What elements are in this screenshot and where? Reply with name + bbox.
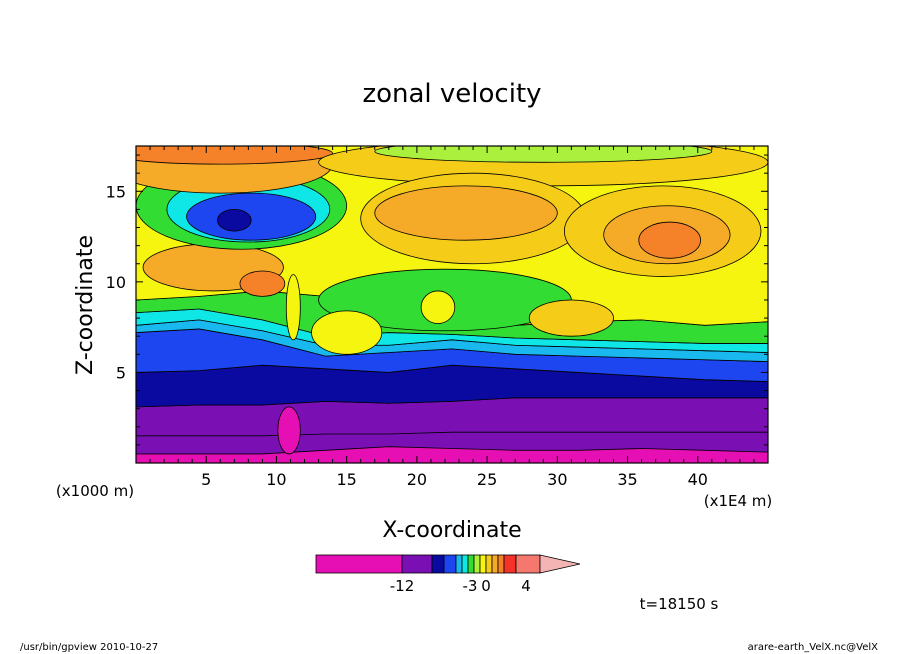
x-tick-label: 5: [201, 470, 211, 489]
colorbar-tick-label: -12: [390, 577, 415, 595]
contour-blob-7: [136, 146, 333, 165]
x-tick-label: 25: [477, 470, 497, 489]
colorbar: [315, 554, 581, 574]
plot-frame: [135, 145, 769, 464]
contour-floor: [136, 446, 768, 463]
contour-blob-4: [186, 192, 317, 241]
x-tick-label: 40: [688, 470, 708, 489]
contour-blob-16: [420, 290, 456, 324]
colorbar-arrow: [539, 554, 581, 574]
colorbar-swatch: [497, 554, 505, 574]
contour-blob-17: [311, 310, 383, 355]
y-tick-label: 15: [106, 182, 126, 201]
colorbar-swatch: [455, 554, 463, 574]
contour-blob-20: [285, 274, 301, 341]
contour-blob-1: [239, 270, 286, 297]
colorbar-swatch: [491, 554, 499, 574]
colorbar-swatch: [315, 554, 403, 574]
x-tick-label: 30: [547, 470, 567, 489]
chart-title: zonal velocity: [362, 79, 541, 109]
x-unit-label: (x1E4 m): [704, 492, 773, 510]
y-axis: 5 10 15: [106, 154, 768, 446]
colorbar-swatch: [473, 554, 481, 574]
y-tick-label: 10: [106, 273, 126, 292]
time-label: t=18150 s: [640, 595, 719, 613]
colorbar-swatch: [443, 554, 457, 574]
contour-blob-14: [638, 221, 701, 259]
contour-field: [136, 146, 768, 463]
contour-blob-9: [374, 146, 713, 163]
colorbar-swatch: [461, 554, 469, 574]
contour-blob-11: [374, 185, 558, 241]
colorbar-swatch: [515, 554, 541, 574]
y-axis-label: Z-coordinate: [73, 235, 98, 375]
x-tick-label: 20: [407, 470, 427, 489]
contour-blob-5: [217, 208, 252, 232]
x-tick-label: 35: [617, 470, 637, 489]
colorbar-swatch: [401, 554, 433, 574]
x-axis: 5 10 15 20 25 30 35 40: [149, 146, 755, 489]
colorbar-tick-label: 4: [521, 577, 531, 595]
colorbar-swatch: [503, 554, 517, 574]
colorbar-tick-label: -3: [463, 577, 478, 595]
colorbar-tick-label: 0: [481, 577, 491, 595]
footer-right: arare-earth_VelX.nc@VelX: [748, 642, 879, 653]
contour-blob-18: [528, 299, 614, 337]
x-tick-label: 10: [266, 470, 286, 489]
y-unit-label: (x1000 m): [56, 482, 134, 500]
colorbar-labels: -12 -3 0 4: [390, 577, 531, 595]
x-axis-label: X-coordinate: [382, 518, 521, 543]
colorbar-swatch: [431, 554, 445, 574]
x-tick-label: 15: [336, 470, 356, 489]
y-tick-label: 5: [116, 363, 126, 382]
colorbar-swatch: [485, 554, 493, 574]
colorbar-swatch: [467, 554, 475, 574]
footer-left: /usr/bin/gpview 2010-10-27: [20, 642, 158, 653]
colorbar-swatch: [479, 554, 487, 574]
contour-blob-19: [277, 406, 301, 455]
